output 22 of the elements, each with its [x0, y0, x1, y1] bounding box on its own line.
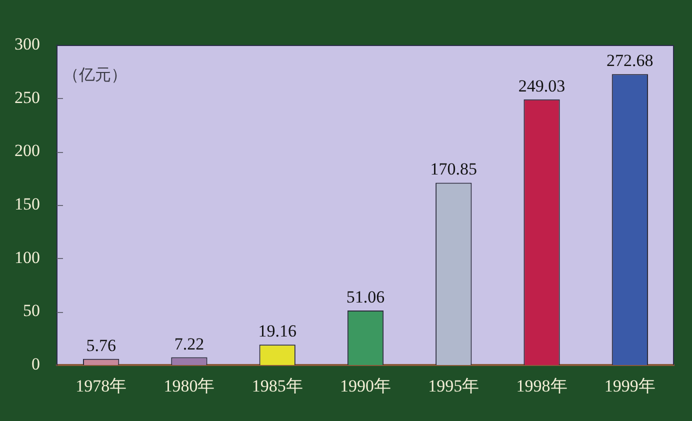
y-axis-title: （亿元）	[63, 67, 127, 84]
y-tick-label: 50	[23, 301, 40, 320]
x-tick-label: 1985年	[252, 376, 303, 396]
data-label: 5.76	[86, 336, 116, 355]
y-tick-label: 100	[14, 248, 40, 267]
data-label: 272.68	[606, 51, 654, 70]
y-tick-label: 300	[14, 34, 40, 54]
x-tick-label: 1999年	[604, 376, 656, 396]
x-tick-label: 1995年	[428, 376, 480, 396]
x-tick-label: 1998年	[516, 376, 568, 396]
data-label: 170.85	[430, 160, 478, 179]
data-label: 19.16	[258, 322, 296, 341]
data-label: 51.06	[346, 288, 385, 307]
x-tick-label: 1980年	[164, 376, 215, 396]
y-tick-label: 250	[14, 88, 40, 107]
data-label: 7.22	[174, 334, 204, 354]
data-label: 249.03	[518, 76, 566, 96]
x-tick-label: 1990年	[340, 376, 391, 396]
y-tick-label: 200	[14, 141, 40, 160]
x-tick-label: 1978年	[76, 376, 127, 396]
y-tick-label: 0	[32, 354, 40, 374]
y-tick-label: 150	[14, 194, 40, 214]
